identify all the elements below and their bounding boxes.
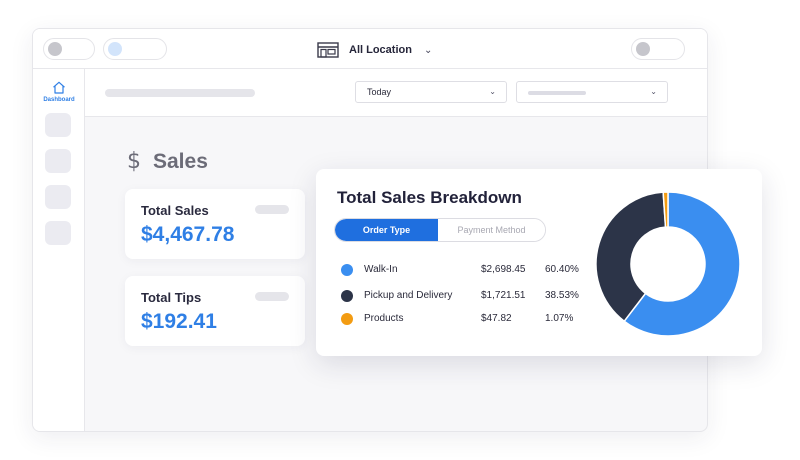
legend-swatch: [341, 264, 353, 276]
breakdown-tabs: Order Type Payment Method: [334, 218, 546, 242]
legend-row: Pickup and Delivery $1,721.51 38.53%: [341, 288, 601, 304]
donut-slice-pickup-and-delivery: [595, 191, 667, 323]
legend-label: Products: [364, 313, 404, 324]
date-range-select[interactable]: Today ⌄: [355, 81, 507, 103]
top-bar: All Location ⌄: [33, 29, 707, 69]
location-label: All Location: [349, 44, 412, 56]
legend-percent: 1.07%: [545, 313, 574, 324]
legend-row: Products $47.82 1.07%: [341, 311, 601, 327]
section-header: $ Sales: [127, 149, 208, 174]
metric-badge-placeholder: [255, 292, 289, 301]
total-sales-card: Total Sales $4,467.78: [125, 189, 305, 259]
breakdown-title: Total Sales Breakdown: [337, 188, 522, 207]
toggle-switch[interactable]: [43, 38, 95, 60]
sidebar-item-label: Dashboard: [43, 97, 75, 103]
legend-label: Pickup and Delivery: [364, 290, 453, 301]
sidebar-item[interactable]: [45, 149, 71, 173]
toggle-knob: [636, 42, 650, 56]
metric-value: $192.41: [141, 310, 217, 333]
chevron-down-icon: ⌄: [489, 87, 496, 96]
sidebar-item[interactable]: [45, 113, 71, 137]
metric-label: Total Tips: [141, 290, 202, 305]
tab-payment-method[interactable]: Payment Method: [438, 219, 545, 241]
store-icon: [317, 42, 339, 58]
home-icon: [53, 81, 65, 94]
donut-chart: [595, 191, 741, 337]
dollar-icon: $: [127, 149, 141, 174]
metric-label: Total Sales: [141, 203, 209, 218]
filter-select[interactable]: ⌄: [516, 81, 668, 103]
chevron-down-icon: ⌄: [423, 44, 433, 56]
toggle-knob: [108, 42, 122, 56]
toggle-knob: [48, 42, 62, 56]
tab-order-type[interactable]: Order Type: [335, 219, 439, 241]
legend-label: Walk-In: [364, 264, 398, 275]
legend-row: Walk-In $2,698.45 60.40%: [341, 262, 601, 278]
metric-badge-placeholder: [255, 205, 289, 214]
chevron-down-icon: ⌄: [650, 87, 657, 96]
sidebar: Dashboard: [33, 69, 85, 431]
legend-amount: $1,721.51: [481, 290, 526, 301]
total-tips-card: Total Tips $192.41: [125, 276, 305, 346]
select-placeholder: [528, 91, 586, 95]
legend-swatch: [341, 313, 353, 325]
search-placeholder: [105, 89, 255, 97]
legend-percent: 60.40%: [545, 264, 579, 275]
sidebar-item[interactable]: [45, 185, 71, 209]
metric-value: $4,467.78: [141, 223, 235, 246]
donut-slice-walk-in: [623, 191, 741, 337]
sidebar-item-dashboard[interactable]: Dashboard: [37, 81, 81, 103]
location-selector[interactable]: All Location ⌄: [317, 40, 432, 60]
toggle-switch[interactable]: [631, 38, 685, 60]
date-range-value: Today: [367, 87, 392, 97]
donut-slice-products: [662, 191, 669, 228]
sidebar-item[interactable]: [45, 221, 71, 245]
sales-breakdown-card: Total Sales Breakdown Order Type Payment…: [316, 169, 762, 356]
legend-percent: 38.53%: [545, 290, 579, 301]
section-title: Sales: [153, 149, 208, 173]
legend-amount: $2,698.45: [481, 264, 526, 275]
filter-bar: Today ⌄ ⌄: [85, 69, 707, 117]
legend-amount: $47.82: [481, 313, 512, 324]
toggle-switch[interactable]: [103, 38, 167, 60]
legend-swatch: [341, 290, 353, 302]
